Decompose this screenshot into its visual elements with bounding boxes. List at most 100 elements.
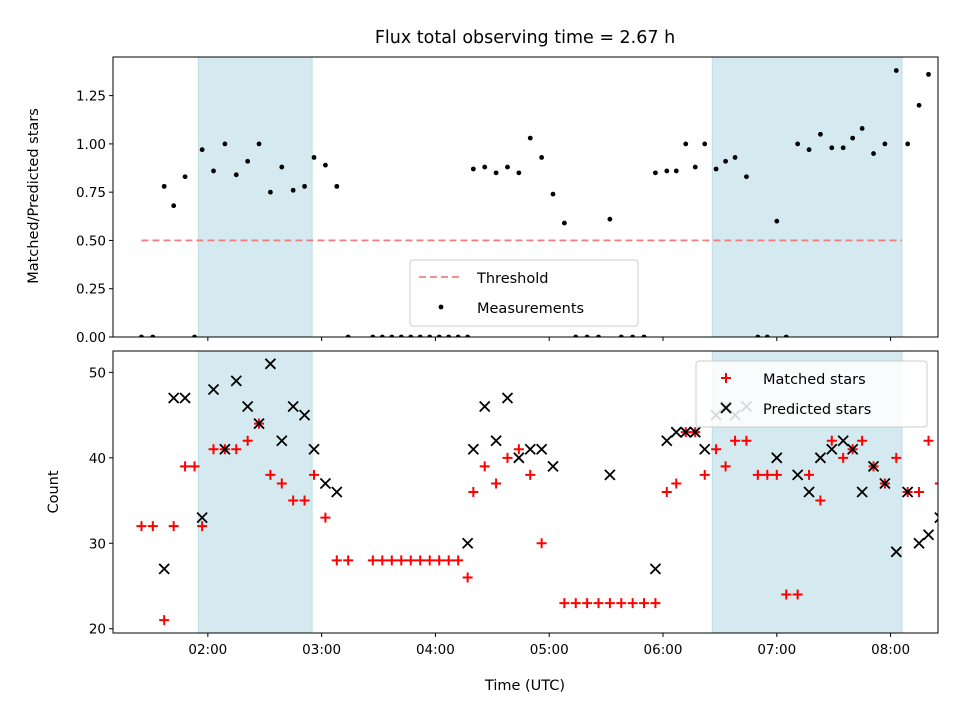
y-tick-label: 0.75 (76, 185, 106, 201)
predicted-star-point (158, 563, 170, 575)
measurement-point (664, 168, 670, 174)
predicted-star-point (902, 486, 914, 498)
measurement-point (446, 334, 452, 337)
measurement-point (764, 334, 770, 337)
matched-star-point (762, 469, 773, 480)
measurement-point (539, 155, 545, 160)
chart-title: Flux total observing time = 2.67 h (375, 28, 675, 48)
measurement-point (345, 334, 351, 337)
legend-box (695, 360, 928, 428)
matched-star-point (331, 555, 342, 566)
measurement-point (713, 166, 719, 172)
predicted-star-point (319, 477, 332, 490)
top-plot-area (139, 68, 954, 337)
predicted-star-point (847, 443, 859, 455)
matched-star-point (276, 478, 287, 489)
measurement-point (222, 141, 228, 147)
predicted-star-point (467, 443, 479, 455)
matched-star-point (730, 435, 741, 446)
y-tick-label: 40 (89, 451, 106, 467)
predicted-star-point (771, 452, 783, 464)
matched-star-point (838, 452, 849, 463)
matched-star-point (781, 589, 792, 600)
matched-star-point (525, 469, 536, 480)
matched-star-point (159, 615, 170, 626)
matched-star-point (627, 598, 638, 609)
legend-measurements-swatch (438, 304, 444, 310)
matched-star-point (711, 444, 722, 455)
measurement-point (561, 220, 567, 226)
matched-star-point (536, 538, 547, 549)
bottom-panel: 20 30 40 50 02:00 03:00 04:00 05:00 06:00 07:00 08… (89, 350, 956, 658)
matched-star-point (242, 435, 253, 446)
measurement-point (584, 334, 590, 337)
x-tick-label: 06:00 (644, 642, 683, 658)
y-tick-label: 50 (89, 365, 106, 381)
measurement-point (233, 172, 239, 178)
predicted-star-point (913, 537, 925, 549)
matched-star-point (639, 598, 650, 609)
measurement-point (806, 147, 812, 153)
measurement-point (829, 145, 835, 151)
top-legend: Threshold Measurements (409, 259, 639, 327)
matched-star-point (147, 521, 158, 532)
y-tick-label: 20 (89, 622, 106, 638)
matched-star-point (415, 555, 426, 566)
predicted-star-point (168, 392, 180, 404)
matched-star-point (650, 598, 661, 609)
predicted-star-point (253, 417, 265, 430)
predicted-star-point (242, 400, 254, 413)
measurement-point (505, 164, 510, 170)
measurement-point (470, 166, 476, 172)
predicted-star-point (946, 504, 956, 514)
predicted-star-point (689, 426, 701, 438)
bottom-y-axis-label: Count (46, 470, 62, 513)
bottom-axes-frame (112, 350, 939, 634)
y-tick-label: 30 (89, 536, 106, 552)
predicted-star-point (922, 529, 935, 541)
predicted-star-point (207, 383, 220, 396)
measurement-point (905, 141, 911, 147)
matched-star-point (857, 435, 868, 446)
measurement-point (150, 334, 156, 337)
top-axes-frame (112, 56, 939, 338)
matched-star-point (453, 555, 464, 566)
measurement-point (692, 164, 698, 170)
matched-star-point (180, 461, 191, 472)
predicted-star-point (934, 511, 938, 524)
matched-star-point (771, 469, 782, 480)
predicted-star-point (890, 546, 902, 558)
measurement-point (926, 71, 931, 77)
measurement-point (683, 141, 689, 147)
measurement-point (949, 113, 954, 118)
predicted-star-point (670, 426, 682, 438)
y-tick-label: 1.00 (76, 137, 106, 153)
matched-star-point (197, 521, 208, 532)
measurement-point (596, 334, 601, 337)
bottom-legend: Matched stars Predicted stars (695, 360, 928, 428)
measurement-point (550, 191, 556, 197)
measurement-point (398, 334, 404, 337)
measurement-point (323, 162, 328, 168)
predicted-star-point (276, 435, 288, 447)
measurement-point (850, 135, 856, 141)
matched-star-point (826, 435, 837, 446)
matched-star-point (752, 469, 763, 480)
matched-star-point (189, 461, 200, 472)
matched-star-point (616, 598, 627, 609)
matched-star-point (168, 521, 179, 532)
matched-star-point (891, 452, 902, 463)
bottom-plot-area (136, 358, 956, 626)
measurement-point (182, 174, 188, 180)
predicted-star-point (264, 358, 277, 370)
measurement-point (527, 135, 533, 141)
matched-star-point (582, 598, 593, 609)
y-tick-label: 0.25 (76, 282, 106, 298)
x-tick-label: 08:00 (871, 642, 910, 658)
measurement-point (245, 158, 251, 164)
matched-star-point (491, 478, 502, 489)
measurement-point (516, 170, 522, 176)
top-shaded-span-1 (197, 56, 313, 338)
measurement-point (673, 168, 679, 174)
